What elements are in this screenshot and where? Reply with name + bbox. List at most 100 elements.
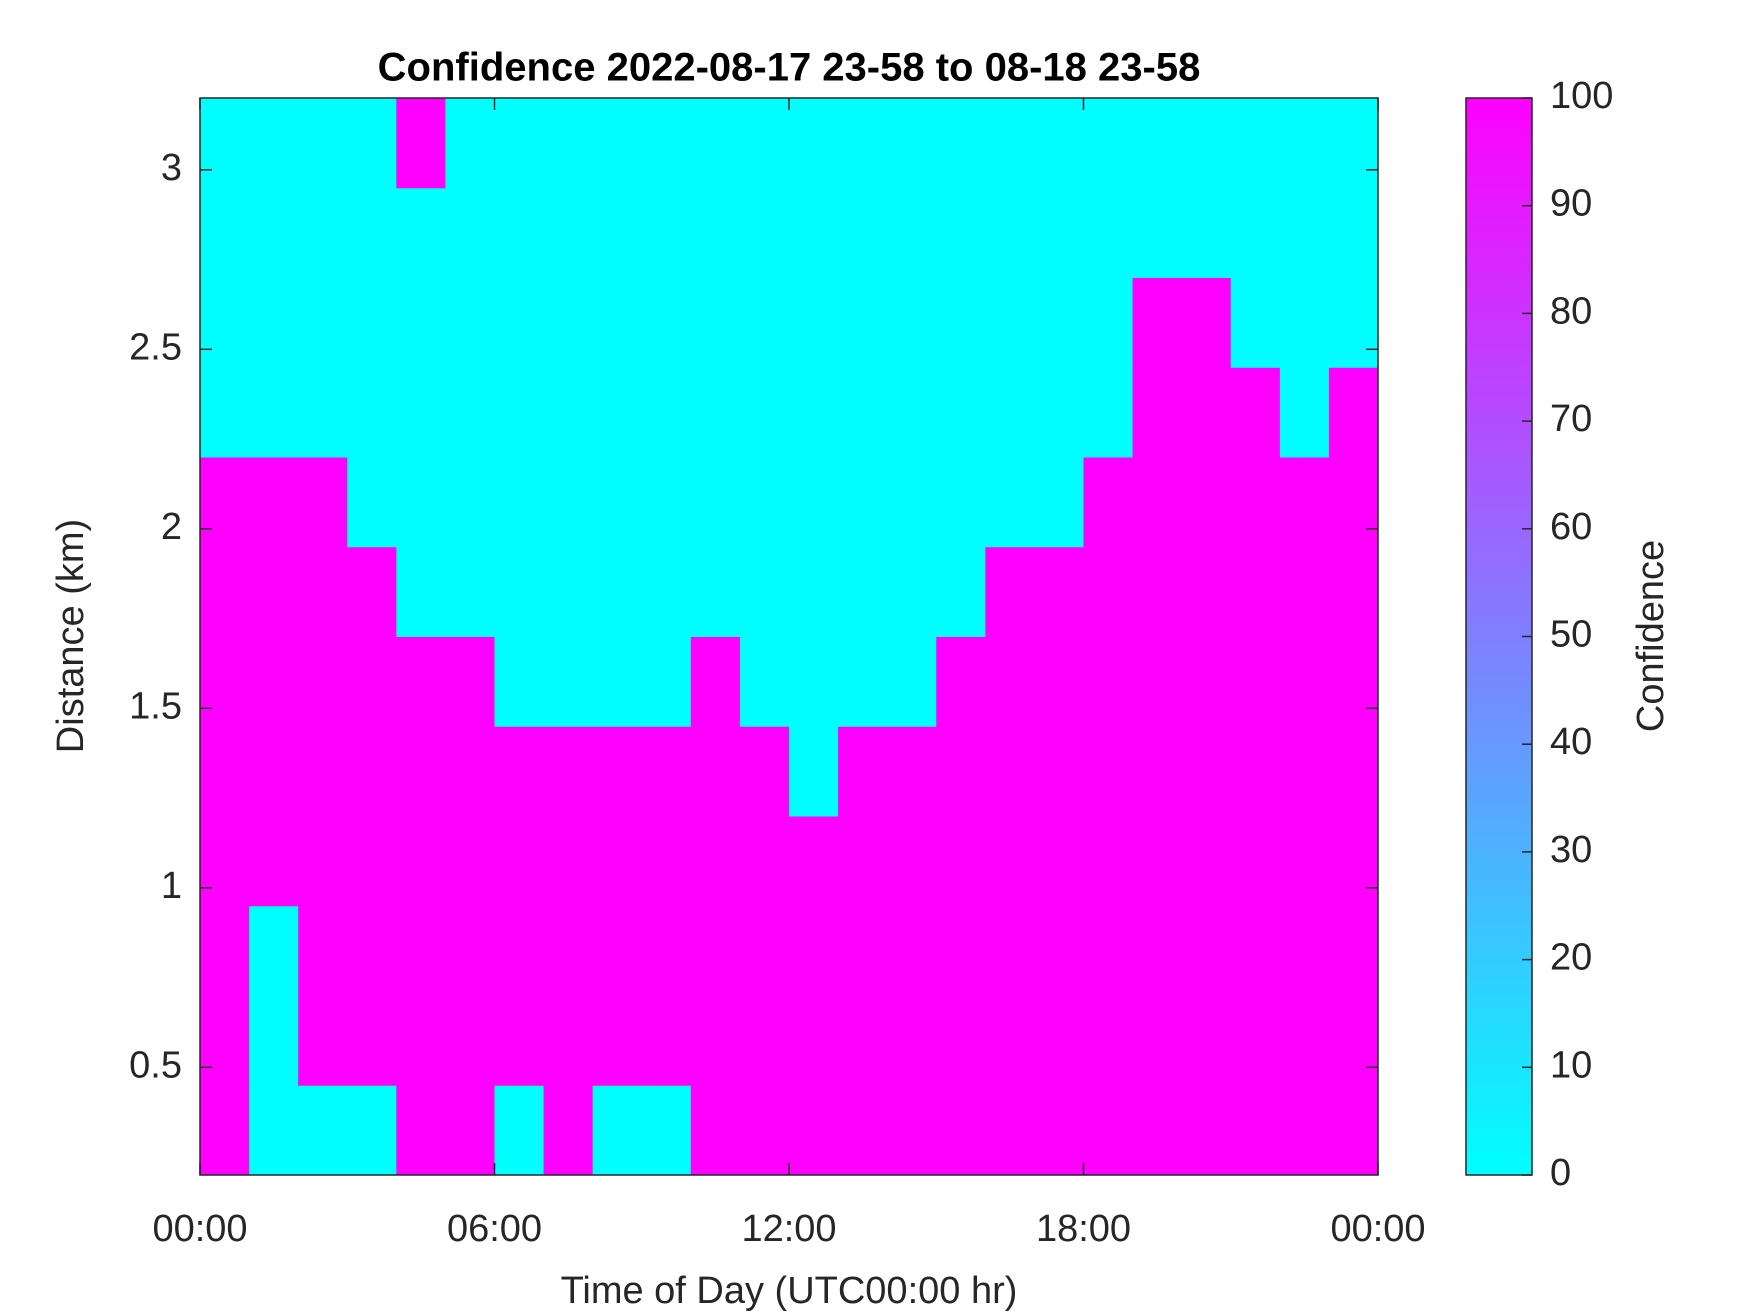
heatmap-cell — [1230, 816, 1281, 907]
heatmap-cell — [1034, 277, 1084, 368]
heatmap-cell — [1034, 816, 1084, 907]
heatmap-cell — [739, 726, 790, 817]
heatmap-cell — [1328, 187, 1379, 278]
heatmap-cell — [1279, 1085, 1330, 1176]
heatmap-cell — [1083, 367, 1134, 458]
heatmap-cell — [1181, 1085, 1232, 1176]
heatmap-cell — [1034, 726, 1084, 817]
heatmap-cell — [1230, 1085, 1281, 1176]
heatmap-cell — [592, 636, 643, 727]
heatmap-cell — [1083, 995, 1134, 1086]
heatmap-cell — [789, 636, 839, 727]
heatmap-cell — [985, 1085, 1035, 1176]
heatmap-cell — [1279, 98, 1330, 189]
heatmap-cell — [936, 546, 986, 637]
heatmap-cell — [641, 905, 692, 996]
heatmap-cell — [298, 905, 348, 996]
heatmap-cell — [936, 726, 986, 817]
heatmap-cell — [347, 98, 397, 189]
heatmap-cell — [494, 726, 545, 817]
heatmap-cell — [396, 995, 446, 1086]
heatmap-cell — [1328, 546, 1379, 637]
heatmap-cell — [789, 816, 839, 907]
heatmap-cell — [887, 636, 937, 727]
heatmap-cell — [1083, 187, 1134, 278]
heatmap-cell — [1279, 726, 1330, 817]
heatmap-cell — [887, 995, 937, 1086]
heatmap-cell — [543, 636, 594, 727]
heatmap-cell — [396, 726, 446, 817]
heatmap-cell — [445, 905, 495, 996]
heatmap-cell — [739, 457, 790, 548]
heatmap-cell — [690, 98, 741, 189]
heatmap-cell — [789, 457, 839, 548]
heatmap-cell — [1230, 905, 1281, 996]
heatmap-cell — [249, 726, 299, 817]
heatmap-cell — [789, 995, 839, 1086]
heatmap-cell — [1132, 995, 1183, 1086]
heatmap-cell — [838, 905, 888, 996]
heatmap-cell — [641, 995, 692, 1086]
heatmap-cell — [543, 816, 594, 907]
heatmap-cell — [985, 995, 1035, 1086]
heatmap-cell — [985, 187, 1035, 278]
heatmap-cell — [249, 98, 299, 189]
y-axis-label: Distance (km) — [50, 519, 92, 753]
colorbar-tick-label: 60 — [1550, 506, 1592, 548]
heatmap-cell — [1230, 546, 1281, 637]
heatmap-cell — [298, 546, 348, 637]
heatmap-cell — [543, 457, 594, 548]
heatmap-cell — [347, 995, 397, 1086]
heatmap-cell — [298, 1085, 348, 1176]
heatmap-cell — [298, 187, 348, 278]
heatmap-cell — [249, 905, 299, 996]
heatmap-cell — [739, 816, 790, 907]
heatmap-cell — [1034, 1085, 1084, 1176]
colorbar-tick-label: 90 — [1550, 183, 1592, 225]
heatmap-cell — [543, 367, 594, 458]
heatmap-cell — [592, 457, 643, 548]
heatmap-cell — [1083, 726, 1134, 817]
heatmap-cell — [592, 726, 643, 817]
heatmap-cell — [298, 277, 348, 368]
heatmap-cell — [1181, 546, 1232, 637]
heatmap-cell — [985, 277, 1035, 368]
heatmap-cell — [298, 995, 348, 1086]
heatmap-cell — [1181, 277, 1232, 368]
heatmap-cell — [1181, 367, 1232, 458]
heatmap-cell — [690, 277, 741, 368]
y-tick-label: 0.5 — [129, 1044, 182, 1086]
heatmap-cell — [789, 1085, 839, 1176]
heatmap-cell — [494, 816, 545, 907]
heatmap-cell — [592, 905, 643, 996]
heatmap-cell — [838, 187, 888, 278]
heatmap-cell — [298, 367, 348, 458]
heatmap-cell — [838, 367, 888, 458]
heatmap-cell — [347, 816, 397, 907]
heatmap-cell — [347, 636, 397, 727]
heatmap-cell — [1083, 98, 1134, 189]
heatmap-cell — [494, 98, 545, 189]
heatmap-cell — [1132, 546, 1183, 637]
heatmap-cell — [789, 726, 839, 817]
colorbar-tick-label: 40 — [1550, 721, 1592, 763]
y-tick-label: 3 — [161, 147, 182, 189]
heatmap-cell — [838, 98, 888, 189]
heatmap-cell — [1279, 277, 1330, 368]
heatmap-cell — [887, 905, 937, 996]
heatmap-cell — [936, 187, 986, 278]
heatmap-cell — [1083, 905, 1134, 996]
heatmap-cell — [1328, 636, 1379, 727]
heatmap-cell — [985, 816, 1035, 907]
heatmap-cell — [1279, 636, 1330, 727]
heatmap-cell — [1083, 1085, 1134, 1176]
heatmap-cell — [838, 636, 888, 727]
heatmap-cell — [249, 187, 299, 278]
heatmap-cell — [641, 546, 692, 637]
heatmap-cell — [1181, 726, 1232, 817]
heatmap-cell — [200, 995, 250, 1086]
heatmap-cell — [887, 98, 937, 189]
heatmap-cell — [690, 1085, 741, 1176]
y-tick-label: 2 — [161, 506, 182, 548]
heatmap-cell — [887, 457, 937, 548]
